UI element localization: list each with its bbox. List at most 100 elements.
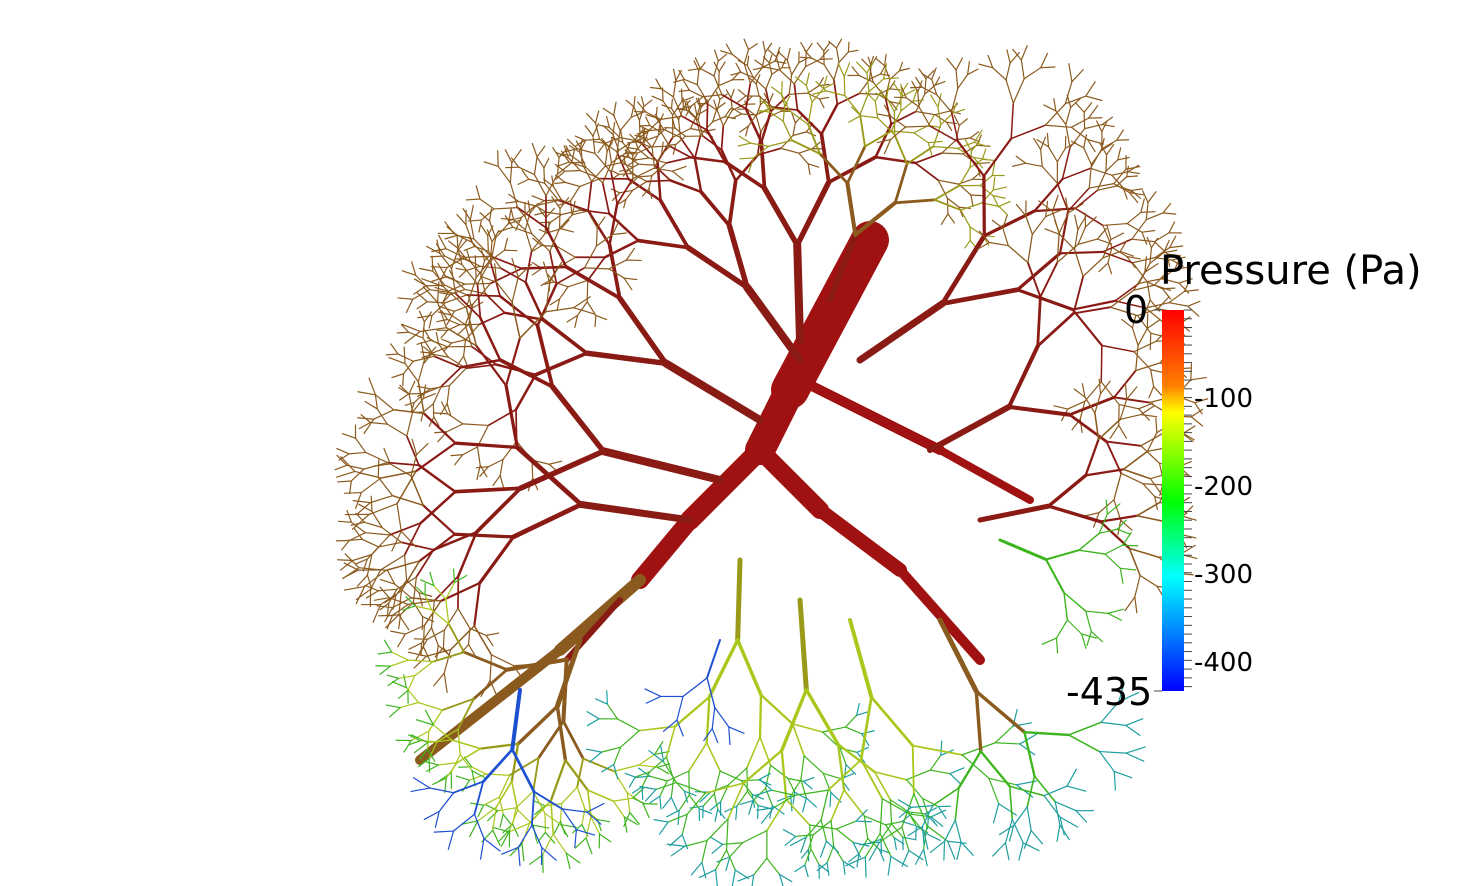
airway-branch (398, 590, 403, 616)
airway-branch (992, 803, 1000, 824)
airway-branch (401, 270, 417, 276)
airway-branch (1142, 483, 1156, 498)
airway-branch (1161, 288, 1172, 300)
airway-branch (455, 267, 468, 271)
airway-branch (1114, 282, 1140, 302)
airway-branch (699, 190, 732, 228)
airway-branch (1115, 176, 1128, 187)
airway-branch (1125, 165, 1141, 170)
airway-branch (1066, 619, 1083, 635)
airway-branch (443, 342, 453, 352)
airway-branch (575, 829, 596, 836)
airway-branch (1100, 344, 1103, 383)
airway-branch (511, 301, 521, 339)
airway-branch (339, 559, 354, 571)
airway-branch (639, 140, 659, 163)
airway-branch (807, 163, 820, 168)
airway-branch (1083, 147, 1093, 166)
airway-branch (483, 161, 499, 167)
airway-branch (759, 693, 794, 726)
airway-branch (634, 134, 645, 139)
airway-branch (423, 311, 432, 323)
airway-branch (825, 90, 846, 97)
airway-branch (1067, 400, 1086, 410)
airway-branch (898, 806, 912, 818)
airway-branch (698, 61, 706, 72)
airway-branch (380, 590, 403, 606)
airway-branch (1150, 237, 1159, 249)
airway-branch (452, 568, 456, 583)
airway-branch (1183, 278, 1191, 293)
airway-branch (580, 148, 583, 165)
airway-branch (672, 96, 683, 117)
airway-branch (779, 69, 795, 85)
airway-branch (497, 165, 511, 184)
airway-branch (349, 480, 352, 495)
airway-branch (869, 55, 875, 68)
airway-branch (1194, 398, 1209, 404)
airway-branch (1005, 79, 1014, 104)
airway-branch (988, 777, 1000, 805)
airway-branch (865, 91, 876, 102)
airway-branch (432, 651, 466, 663)
airway-branch (429, 787, 455, 794)
airway-branch (608, 136, 614, 149)
airway-branch (1118, 403, 1140, 410)
airway-branch (685, 244, 750, 290)
airway-branch (973, 141, 988, 147)
airway-branch (414, 442, 457, 473)
airway-branch (794, 864, 806, 873)
airway-branch (445, 581, 456, 600)
airway-branch (1061, 146, 1071, 180)
airway-branch (1072, 306, 1112, 315)
airway-branch (755, 83, 760, 97)
airway-branch (662, 761, 677, 784)
airway-branch (1128, 191, 1145, 196)
airway-branch (622, 141, 634, 157)
airway-branch (475, 258, 492, 279)
airway-branch (737, 95, 747, 103)
airway-branch (649, 775, 668, 782)
airway-branch (475, 466, 489, 469)
airway-branch (612, 797, 634, 802)
airway-branch (1083, 102, 1093, 113)
airway-branch (510, 780, 519, 811)
airway-branch (399, 701, 419, 709)
airway-branch (998, 538, 1048, 561)
airway-branch (555, 151, 570, 159)
airway-branch (1096, 170, 1107, 191)
airway-branch (960, 209, 971, 228)
airway-branch (659, 120, 662, 133)
airway-branch (484, 292, 506, 314)
airway-branch (396, 503, 402, 532)
airway-branch (342, 567, 360, 580)
airway-branch (874, 89, 882, 102)
airway-branch (800, 836, 807, 853)
airway-branch (549, 298, 561, 306)
airway-branch (588, 751, 603, 763)
airway-branch (510, 748, 536, 794)
airway-branch (551, 196, 561, 210)
airway-branch (860, 115, 879, 119)
airway-branch (1006, 344, 1040, 409)
airway-branch (803, 755, 824, 775)
airway-branch (1065, 123, 1071, 149)
airway-branch (707, 85, 720, 103)
airway-branch (436, 728, 459, 743)
airway-branch (540, 279, 551, 287)
airway-branch (603, 140, 608, 152)
airway-branch (1131, 219, 1147, 240)
airway-branch (872, 81, 887, 99)
airway-branch (576, 148, 596, 154)
airway-branch (1113, 770, 1116, 791)
airway-branch (793, 82, 799, 111)
airway-branch (977, 241, 991, 250)
airway-branch (477, 804, 485, 818)
airway-branch (1026, 806, 1032, 832)
airway-branch (662, 796, 672, 809)
airway-branch (648, 188, 653, 199)
airway-branch (400, 541, 435, 551)
airway-branch (770, 107, 791, 112)
airway-branch (1002, 214, 1008, 229)
